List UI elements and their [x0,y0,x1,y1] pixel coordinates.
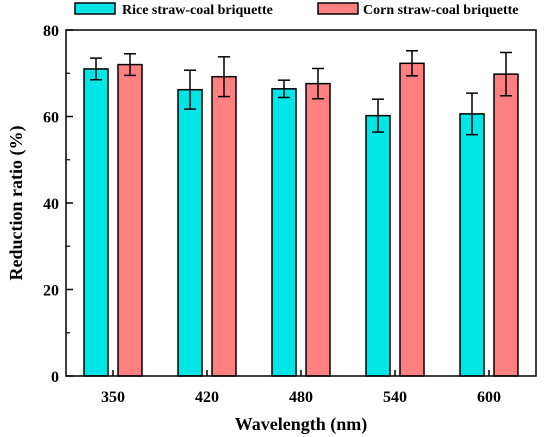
bar-rice-540 [365,114,391,377]
x-tick-label: 540 [383,389,407,406]
error-bar [372,98,384,133]
error-bar [500,51,512,97]
legend-label-rice-straw: Rice straw-coal briquette [122,3,273,18]
y-axis-title: Reduction ratio (%) [6,126,27,281]
bar-rice-350 [83,68,109,377]
error-bar [466,92,478,136]
y-tick-label: 40 [43,196,59,213]
legend: Rice straw-coal briquette Corn straw-coa… [74,2,519,18]
error-bar [312,67,324,100]
bar-rice-600 [459,113,485,377]
bar-rice-420 [177,88,203,377]
bar-corn-600 [493,73,519,377]
bar-corn-480 [305,82,331,377]
x-axis-title: Wavelength (nm) [235,414,368,435]
y-tick-label: 0 [51,369,59,386]
x-tick-label: 480 [289,389,313,406]
error-bar [90,57,102,81]
x-axis: 350 420 480 540 600 [101,370,501,406]
bar-corn-540 [399,62,425,377]
legend-swatch-rice-straw [74,2,116,15]
plot-area [83,50,519,377]
error-bar [184,69,196,110]
legend-swatch-corn-straw [317,2,359,15]
x-tick-label: 600 [477,389,501,406]
bar-rice-480 [271,88,297,377]
x-tick-label: 350 [101,389,125,406]
y-axis: 0 20 40 60 80 [43,23,73,386]
x-tick-label: 420 [195,389,219,406]
bar-corn-350 [117,63,143,377]
error-bar [406,50,418,77]
y-tick-label: 60 [43,110,59,127]
y-tick-label: 80 [43,23,59,40]
bar-corn-420 [211,75,237,377]
legend-label-corn-straw: Corn straw-coal briquette [363,3,519,18]
error-bar [124,53,136,77]
error-bar [218,56,230,98]
error-bar [278,79,290,99]
y-tick-label: 20 [43,283,59,300]
